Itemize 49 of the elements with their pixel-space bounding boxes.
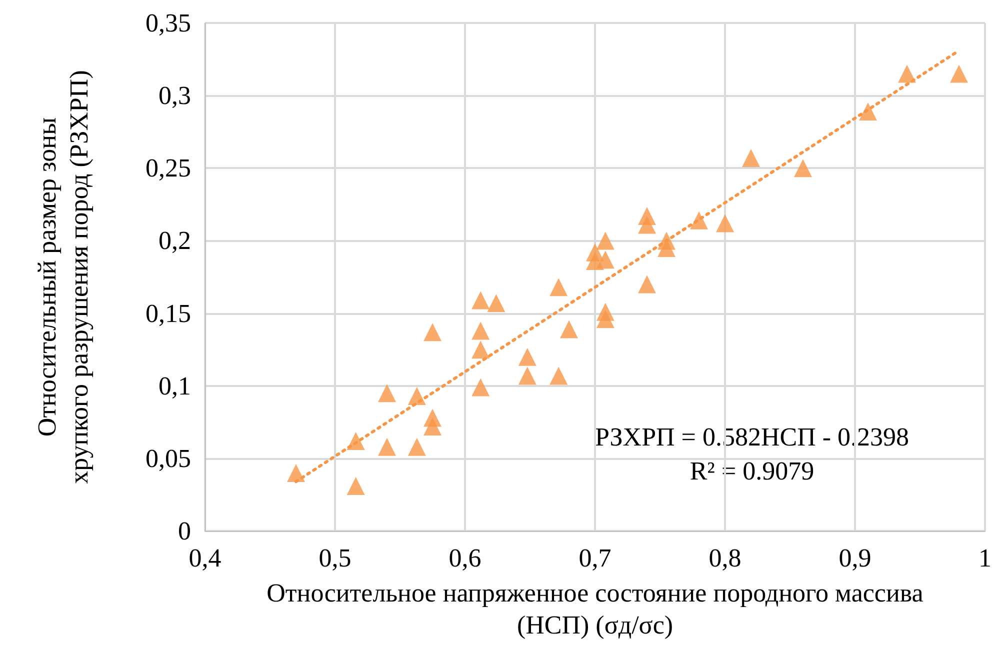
point xyxy=(690,211,708,230)
point xyxy=(898,64,916,83)
y-tick-label: 0,3 xyxy=(158,81,191,110)
x-tick-label: 0,9 xyxy=(838,544,872,572)
point xyxy=(487,294,506,312)
point xyxy=(596,310,614,328)
x-axis-title: Относительное напряженное состояние породного массива (НСП) (σд/σс) xyxy=(266,578,924,640)
y-axis-title: Относительный размер зоны хрупкого разрушения пород (РЗХРП) xyxy=(32,70,94,484)
point xyxy=(346,477,365,496)
point xyxy=(408,438,426,456)
point xyxy=(716,214,734,232)
point xyxy=(950,64,968,83)
x-tick-label: 0,7 xyxy=(578,544,612,572)
y-tick-label: 0,2 xyxy=(158,226,191,256)
y-tick-label: 0,1 xyxy=(158,371,191,400)
x-tick-label: 0,8 xyxy=(708,544,742,572)
point xyxy=(472,340,490,359)
point xyxy=(424,417,442,436)
point xyxy=(638,275,656,294)
x-tick-label: 1 xyxy=(978,544,992,572)
point xyxy=(378,384,396,402)
point xyxy=(638,216,656,234)
point xyxy=(287,464,305,482)
annotation: РЗХРП = 0.582НСП - 0.2398 xyxy=(594,422,910,452)
point xyxy=(378,438,396,456)
point xyxy=(472,378,490,396)
point xyxy=(550,278,568,296)
point xyxy=(859,102,877,121)
x-tick-label: 0,6 xyxy=(448,544,482,572)
point xyxy=(596,250,614,269)
point xyxy=(742,148,760,167)
point xyxy=(408,387,426,406)
y-tick-label: 0,05 xyxy=(146,444,191,473)
point xyxy=(560,320,578,338)
y-tick-label: 0,15 xyxy=(146,298,191,328)
y-tick-label: 0 xyxy=(178,516,191,546)
point xyxy=(424,323,442,342)
point xyxy=(518,348,536,366)
point xyxy=(596,232,614,250)
y-tick-label: 0,25 xyxy=(146,154,191,183)
point xyxy=(550,366,568,385)
x-tick-label: 0,4 xyxy=(188,544,222,572)
point xyxy=(518,366,536,385)
x-tick-label: 0,5 xyxy=(318,544,352,572)
point xyxy=(346,432,365,450)
point xyxy=(472,291,490,310)
y-tick-label: 0,35 xyxy=(146,8,191,38)
point xyxy=(794,159,812,178)
point xyxy=(472,322,490,340)
